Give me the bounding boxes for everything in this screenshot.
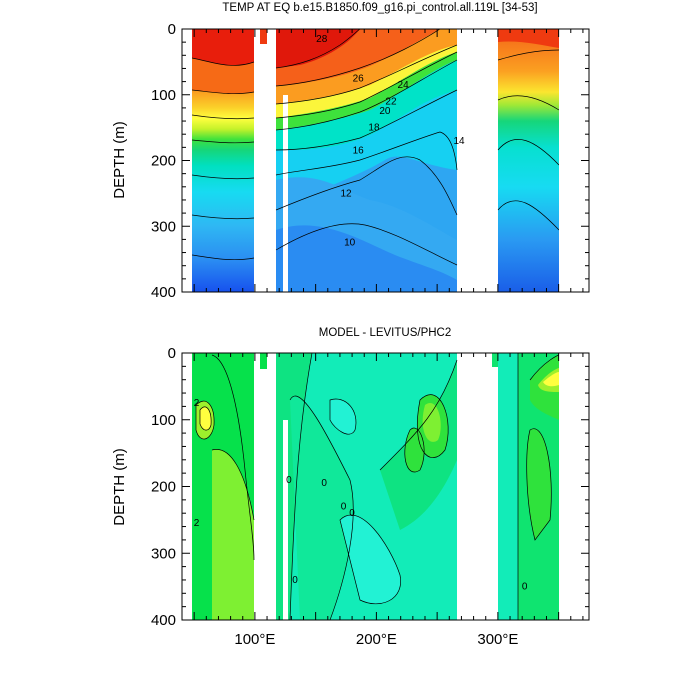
difference-y-tick-label: 200 bbox=[151, 479, 176, 496]
temperature-contour-label: 12 bbox=[340, 188, 352, 199]
temperature-contour-label: 16 bbox=[353, 146, 365, 157]
temperature-panel: TEMP AT EQ b.e15.B1850.f09_g16.pi_contro… bbox=[111, 2, 590, 301]
difference-contour-label: 0 bbox=[522, 582, 528, 593]
x-tick-label: 200°E bbox=[356, 631, 397, 648]
temperature-contours bbox=[192, 29, 559, 266]
difference-x-axis: 100°E 200°E 300°E bbox=[193, 353, 584, 648]
difference-contour-label: 2 bbox=[194, 518, 200, 529]
difference-field bbox=[192, 353, 559, 620]
temperature-contour-label: 26 bbox=[353, 73, 365, 84]
temperature-y-axis: 0 100 200 300 400 bbox=[151, 21, 589, 301]
temperature-y-tick-label: 0 bbox=[168, 21, 176, 38]
difference-contours bbox=[195, 353, 559, 620]
difference-contour-label: 2 bbox=[194, 398, 200, 409]
temperature-panel-title: TEMP AT EQ b.e15.B1850.f09_g16.pi_contro… bbox=[222, 2, 537, 14]
temperature-x-axis bbox=[193, 29, 584, 292]
temperature-y-tick-label: 100 bbox=[151, 87, 176, 104]
temperature-contour-label: 10 bbox=[344, 238, 356, 249]
difference-contour-label: 0 bbox=[321, 478, 327, 489]
difference-y-tick-label: 400 bbox=[151, 612, 176, 629]
difference-contour-label: 0 bbox=[286, 475, 292, 486]
difference-panel-title: MODEL - LEVITUS/PHC2 bbox=[319, 327, 452, 339]
temperature-y-axis-title: DEPTH (m) bbox=[111, 121, 128, 199]
temperature-contour-label: 18 bbox=[368, 123, 380, 134]
temperature-y-tick-label: 300 bbox=[151, 218, 176, 235]
temperature-contour-label: 24 bbox=[398, 80, 410, 91]
difference-contour-label: 0 bbox=[292, 575, 298, 586]
x-tick-label: 100°E bbox=[234, 631, 275, 648]
difference-y-tick-label: 0 bbox=[168, 345, 176, 362]
temperature-contour-label: 14 bbox=[453, 136, 465, 147]
temperature-contour-label: 28 bbox=[316, 34, 328, 45]
x-tick-label: 300°E bbox=[477, 631, 518, 648]
difference-contour-label: 0 bbox=[341, 502, 347, 513]
temperature-contour-label: 20 bbox=[379, 106, 391, 117]
difference-y-tick-label: 100 bbox=[151, 412, 176, 429]
temperature-contour-label: 22 bbox=[385, 96, 397, 107]
temperature-y-tick-label: 200 bbox=[151, 153, 176, 170]
difference-contour-label: 0 bbox=[349, 508, 355, 519]
difference-y-tick-label: 300 bbox=[151, 545, 176, 562]
difference-panel: MODEL - LEVITUS/PHC2 bbox=[111, 327, 590, 648]
temperature-y-tick-label: 400 bbox=[151, 284, 176, 301]
temperature-field bbox=[192, 29, 559, 292]
difference-y-axis-title: DEPTH (m) bbox=[111, 448, 128, 526]
